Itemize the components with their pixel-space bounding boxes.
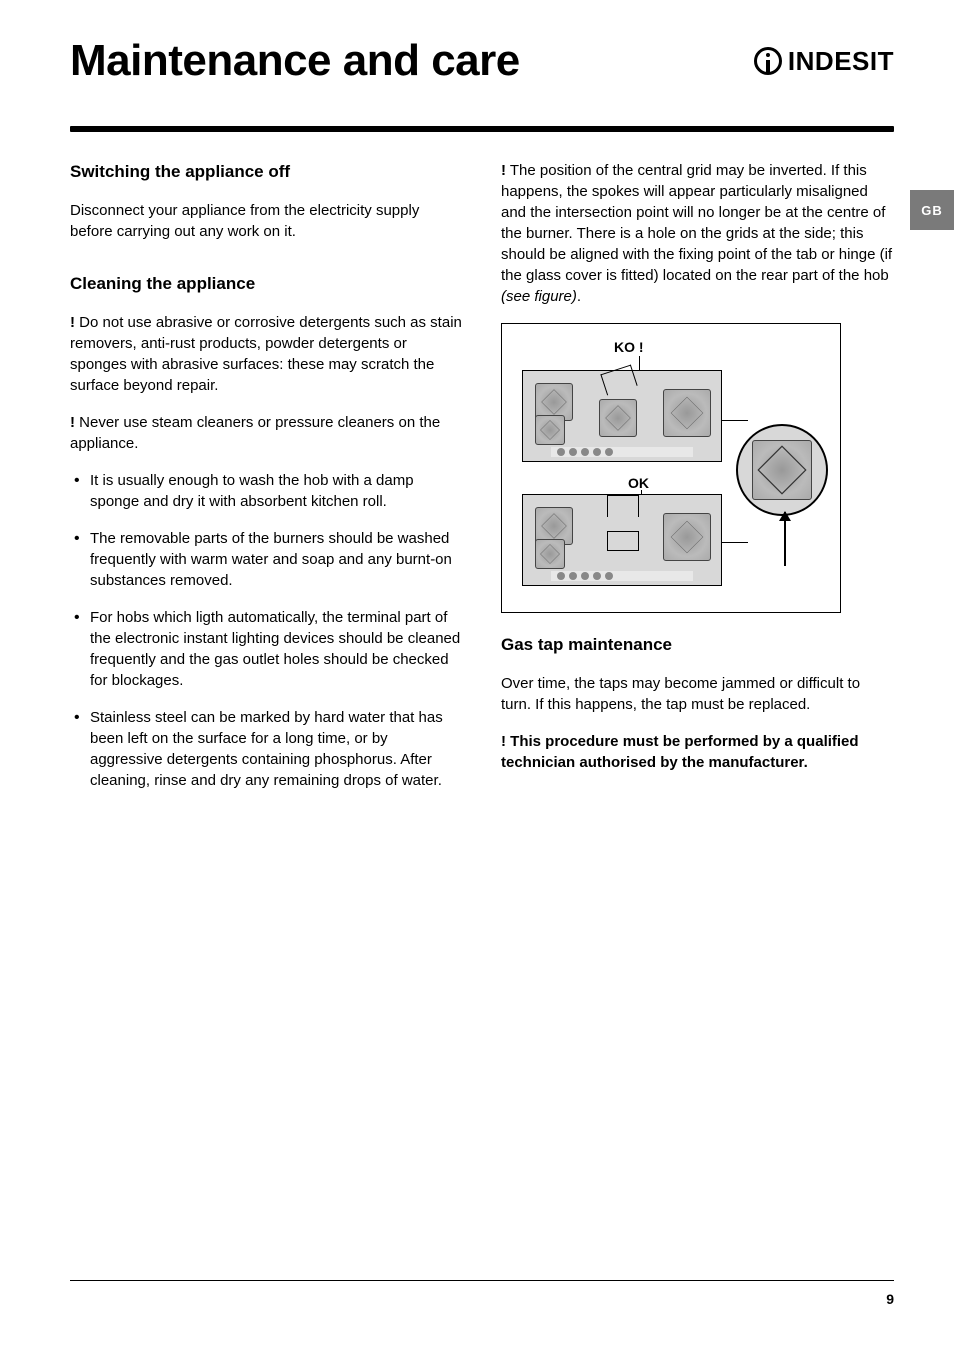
see-figure: (see figure)	[501, 288, 577, 305]
list-item: Stainless steel can be marked by hard wa…	[70, 707, 463, 791]
warning-bold: ! This procedure must be performed by a …	[501, 731, 894, 773]
brand-logo-block: INDESIT	[754, 46, 894, 77]
burner-icon	[663, 513, 711, 561]
brand-icon	[754, 47, 782, 75]
burner-icon	[599, 399, 637, 437]
heading-gas-tap: Gas tap maintenance	[501, 633, 894, 657]
right-column: ! The position of the central grid may b…	[501, 160, 894, 807]
label-ok: OK	[628, 474, 649, 494]
heading-cleaning: Cleaning the appliance	[70, 272, 463, 296]
grid-piece-icon	[607, 495, 639, 517]
warning-paragraph: ! Never use steam cleaners or pressure c…	[70, 412, 463, 454]
arrow-up-icon	[784, 512, 786, 566]
warning-text: Never use steam cleaners or pressure cle…	[70, 414, 440, 452]
grid-piece-icon	[607, 531, 639, 551]
warning-text: The position of the central grid may be …	[501, 162, 892, 284]
magnifier-detail	[736, 424, 828, 516]
document-page: Maintenance and care INDESIT GB Switchin…	[0, 0, 954, 1351]
leader-line	[720, 542, 748, 543]
section-rule	[70, 126, 894, 132]
brand-name: INDESIT	[788, 46, 894, 77]
leader-line	[720, 420, 748, 421]
paragraph: Disconnect your appliance from the elect…	[70, 200, 463, 242]
list-item: The removable parts of the burners shoul…	[70, 528, 463, 591]
list-item: It is usually enough to wash the hob wit…	[70, 470, 463, 512]
burner-icon	[663, 389, 711, 437]
heading-switching-off: Switching the appliance off	[70, 160, 463, 184]
control-knobs	[551, 447, 693, 457]
label-ko: KO !	[614, 338, 644, 358]
page-header: Maintenance and care INDESIT	[70, 36, 894, 86]
language-tab: GB	[910, 190, 954, 230]
warning-paragraph: ! The position of the central grid may b…	[501, 160, 894, 307]
burner-icon	[535, 415, 565, 445]
list-item: For hobs which ligth automatically, the …	[70, 607, 463, 691]
footer-rule	[70, 1280, 894, 1281]
burner-icon	[752, 440, 812, 500]
control-knobs	[551, 571, 693, 581]
warning-paragraph: ! Do not use abrasive or corrosive deter…	[70, 312, 463, 396]
content-columns: Switching the appliance off Disconnect y…	[70, 160, 894, 807]
page-number: 9	[886, 1291, 894, 1307]
bullet-list: It is usually enough to wash the hob wit…	[70, 470, 463, 791]
hob-diagram-correct	[522, 494, 722, 586]
left-column: Switching the appliance off Disconnect y…	[70, 160, 463, 807]
grid-piece-icon	[600, 365, 637, 396]
period: .	[577, 288, 581, 305]
paragraph: Over time, the taps may become jammed or…	[501, 673, 894, 715]
burner-icon	[535, 539, 565, 569]
hob-diagram-incorrect	[522, 370, 722, 462]
warning-text: This procedure must be performed by a qu…	[501, 733, 859, 771]
warning-text: Do not use abrasive or corrosive deterge…	[70, 314, 462, 394]
page-title: Maintenance and care	[70, 36, 520, 86]
grid-alignment-figure: KO ! OK	[501, 323, 841, 613]
